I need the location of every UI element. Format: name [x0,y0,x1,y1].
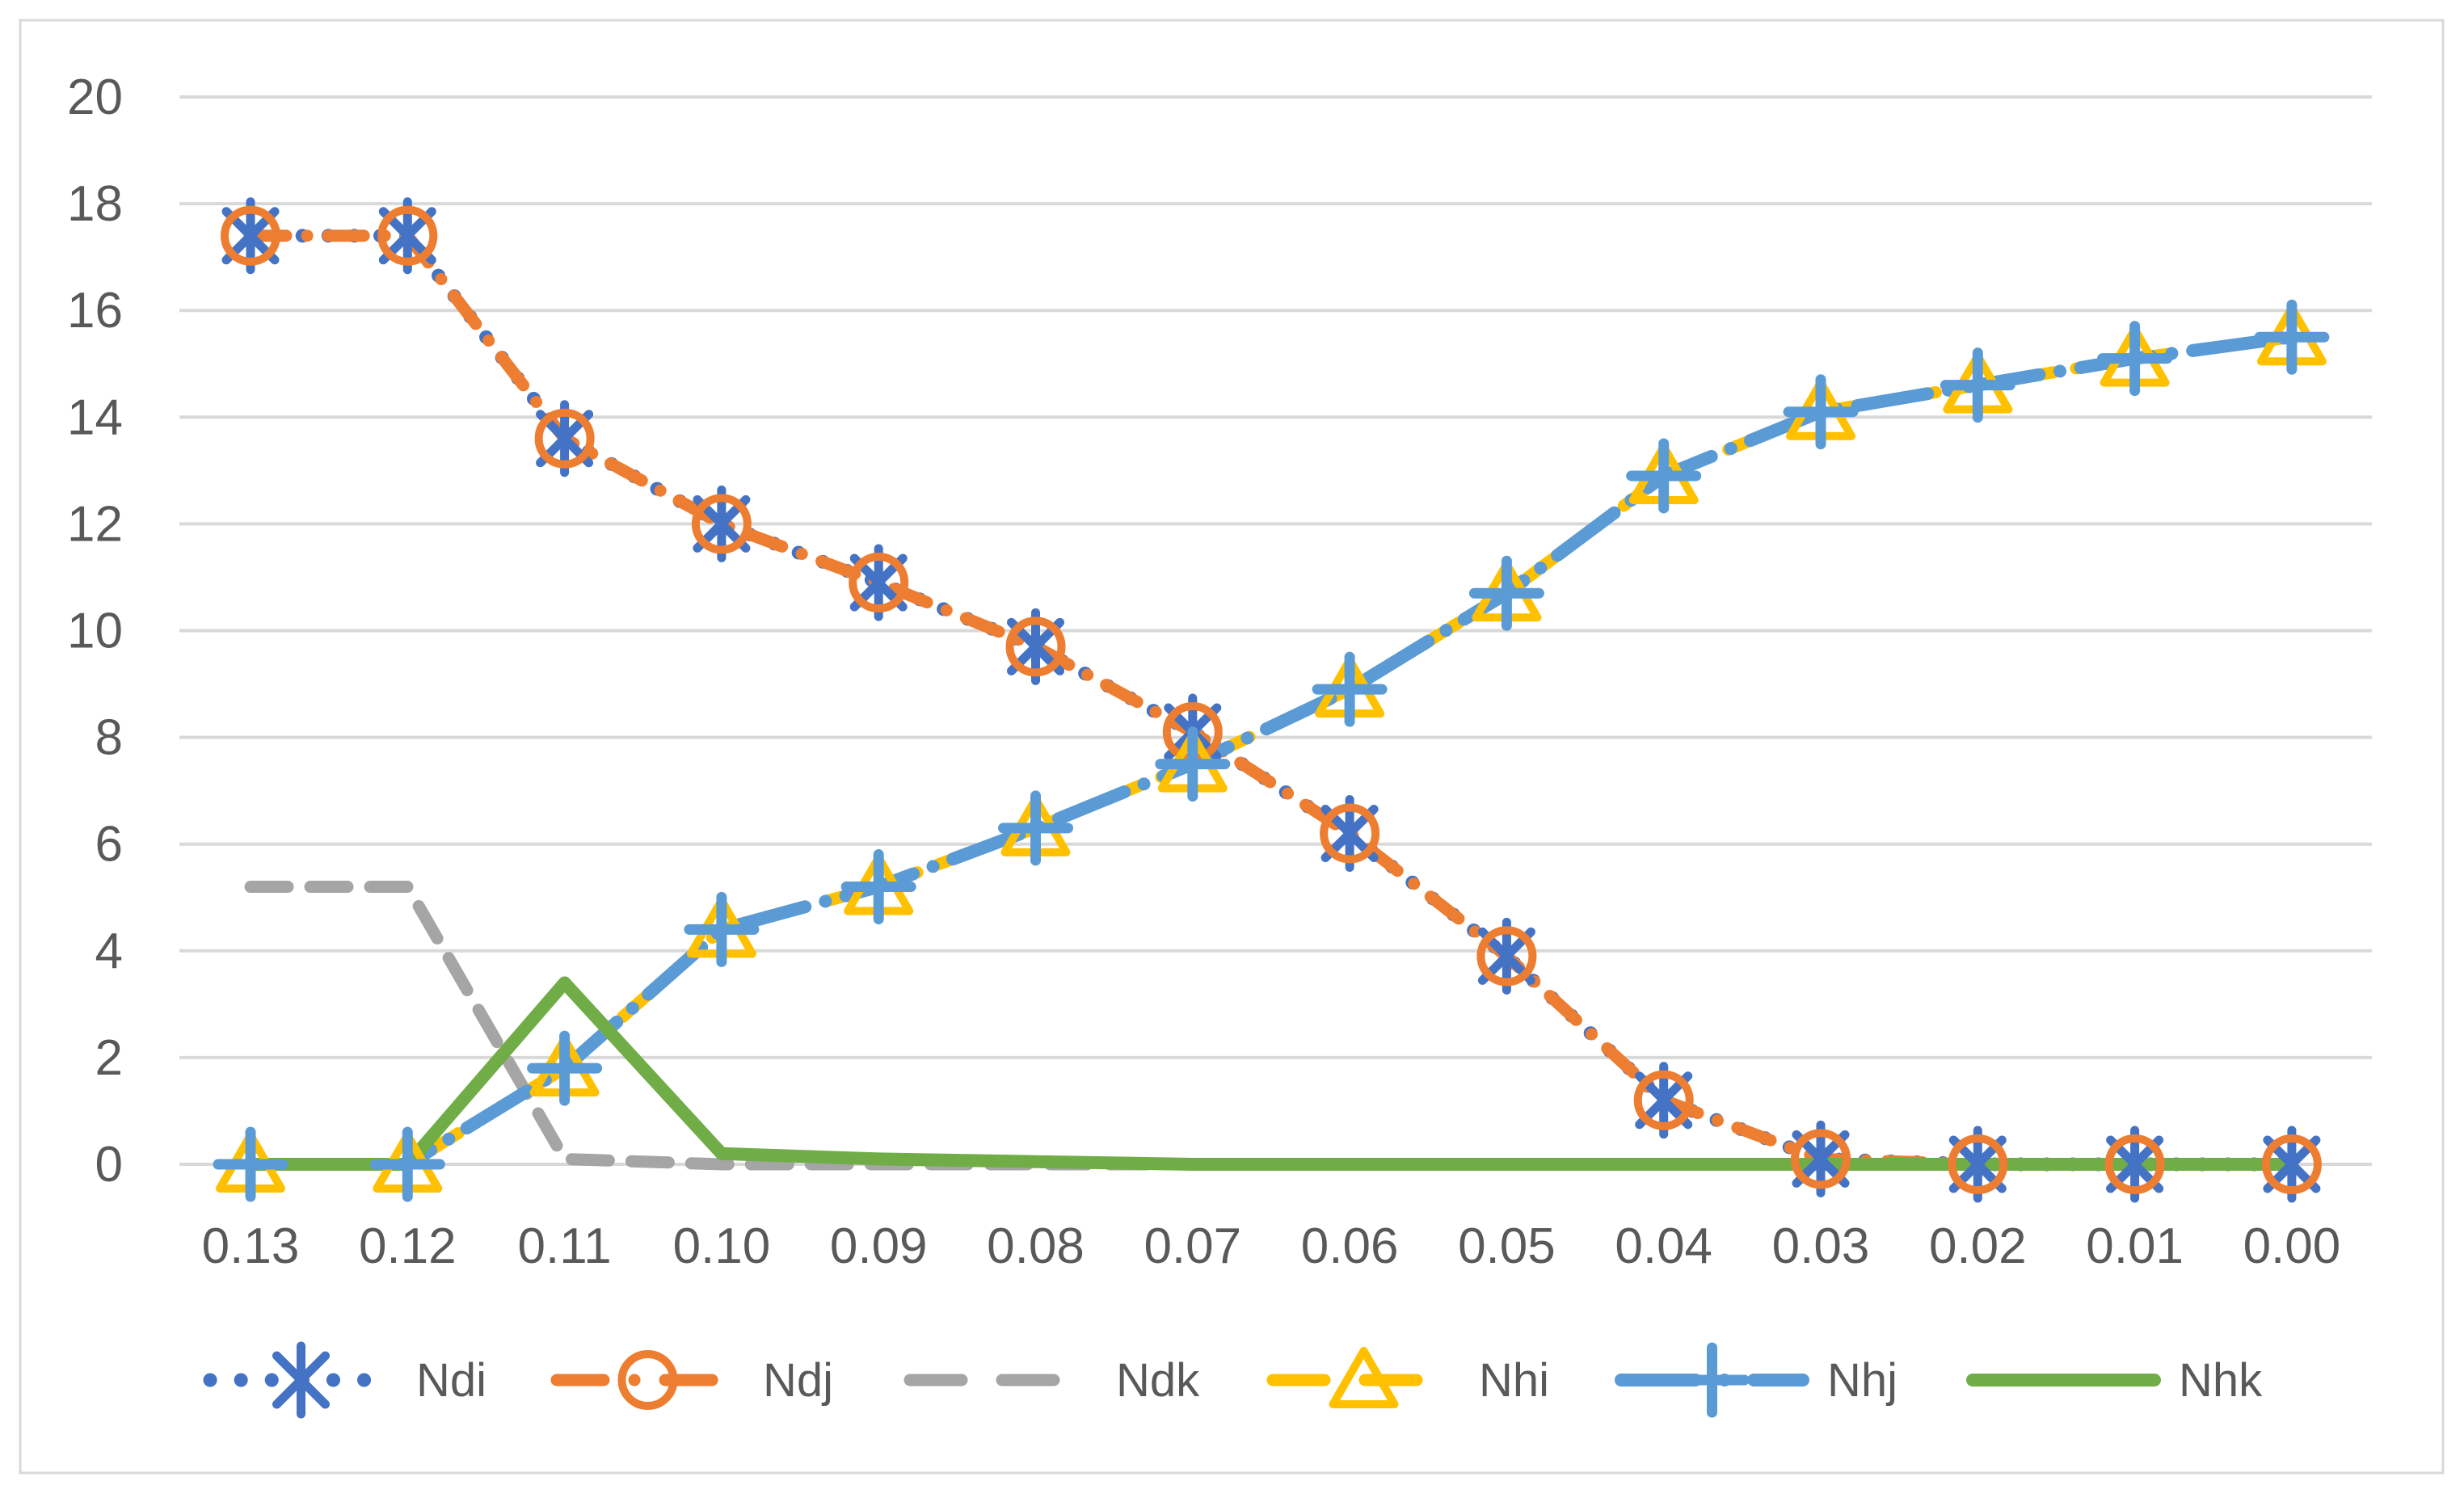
marker-triangle-icon [1329,1347,1399,1408]
y-tick-label: 0 [95,1137,123,1193]
marker-circle-icon [1791,1129,1851,1189]
marker-plus-icon [369,1126,445,1202]
legend-label: Nhk [2179,1354,2263,1407]
y-tick-label: 8 [95,710,123,766]
legend-item-Nhk[interactable]: Nhk [1966,1354,2263,1407]
x-tick-label: 0.04 [1615,1218,1712,1274]
marker-plus-icon [1626,438,1702,514]
x-tick-label: 0.03 [1772,1218,1870,1274]
x-tick-label: 0.01 [2086,1218,2184,1274]
x-tick-label: 0.07 [1144,1218,1241,1274]
marker-plus-icon [1312,651,1388,727]
x-tick-label: 0.05 [1458,1218,1556,1274]
x-tick-label: 0.13 [202,1218,300,1274]
x-tick-label: 0.00 [2243,1218,2341,1274]
x-tick-label: 0.11 [518,1218,612,1274]
marker-circle-icon [1005,616,1066,677]
x-tick-label: 0.10 [673,1218,771,1274]
marker-plus-icon [998,790,1073,866]
legend-label: Nhi [1479,1354,1549,1407]
y-tick-label: 4 [95,924,123,979]
legend-item-Ndk[interactable]: Ndk [903,1354,1200,1407]
marker-circle-icon [534,408,595,469]
axis-tick-labels: 0 2 4 6 8 10 12 14 16 18 20 0.13 0.12 0.11 0.10 0.09 0.0… [67,69,2340,1274]
y-tick-label: 6 [95,817,123,873]
x-tick-label: 0.06 [1301,1218,1399,1274]
legend-label: Ndk [1116,1354,1200,1407]
marker-circle-icon [2104,1134,2165,1194]
marker-circle-icon [1476,926,1537,987]
legend-item-Ndi[interactable]: Ndi [203,1341,486,1419]
legend-label: Ndj [763,1354,833,1407]
legend-label: Ndi [416,1354,486,1407]
legend-item-Nhi[interactable]: Nhi [1266,1347,1549,1408]
marker-plus-icon [840,849,916,925]
legend-item-Ndj[interactable]: Ndj [550,1350,833,1410]
x-tick-label: 0.12 [359,1218,457,1274]
series-markers [213,197,2330,1203]
x-tick-label: 0.02 [1929,1218,2027,1274]
marker-plus-icon [1468,555,1544,631]
marker-plus-icon [1940,347,2015,423]
y-tick-label: 18 [67,176,123,232]
y-tick-label: 16 [67,283,123,339]
marker-plus-icon [1674,1342,1750,1418]
marker-circle-icon [2261,1134,2322,1194]
marker-circle-icon [1320,803,1380,864]
marker-circle-icon [377,205,438,266]
y-tick-label: 10 [67,604,123,659]
marker-plus-icon [2097,321,2173,397]
marker-plus-icon [213,1126,289,1202]
y-tick-label: 12 [67,496,123,552]
legend-item-Nhj[interactable]: Nhj [1615,1342,1897,1418]
marker-plus-icon [527,1030,603,1106]
y-tick-label: 2 [95,1030,123,1086]
marker-plus-icon [684,891,760,967]
marker-asterisk-icon [272,1341,330,1419]
marker-circle-icon [691,494,752,554]
x-tick-label: 0.08 [987,1218,1085,1274]
marker-plus-icon [1783,374,1859,450]
legend: Ndi Ndj Ndk Nhi Nhj Nhk [203,1341,2263,1419]
marker-circle-icon [1633,1070,1694,1130]
marker-circle-icon [849,553,909,613]
y-tick-label: 20 [67,69,123,125]
y-tick-label: 14 [67,389,123,445]
legend-label: Nhj [1827,1354,1897,1407]
marker-circle-icon [1948,1134,2008,1194]
marker-circle-icon [617,1350,678,1410]
marker-circle-icon [221,205,280,266]
x-tick-label: 0.09 [830,1218,928,1274]
marker-plus-icon [1155,726,1231,802]
marker-plus-icon [2254,299,2330,375]
